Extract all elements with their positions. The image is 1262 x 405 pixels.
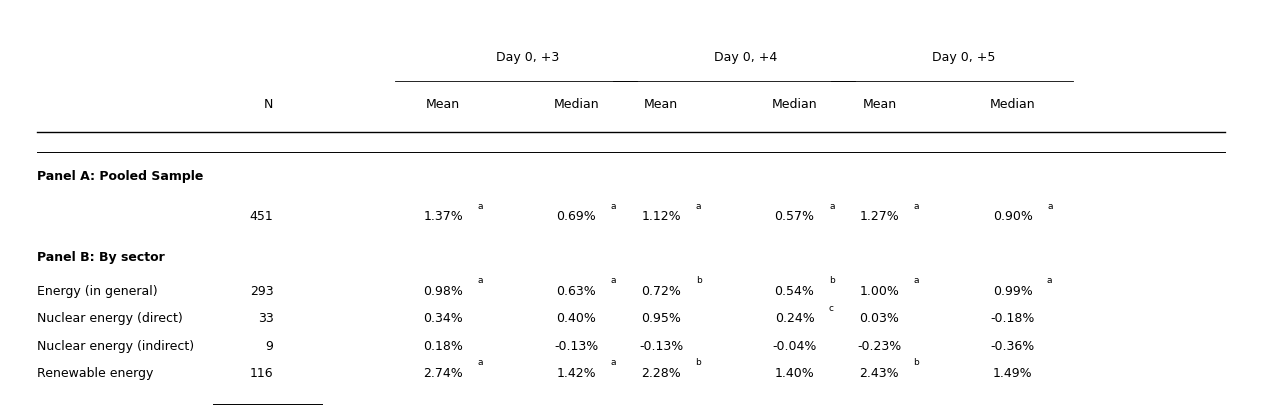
Text: -0.23%: -0.23% [857,340,901,353]
Text: Day 0, +3: Day 0, +3 [496,51,559,64]
Text: 1.37%: 1.37% [423,211,463,224]
Text: b: b [829,276,834,286]
Text: a: a [1047,202,1053,211]
Text: a: a [829,202,834,211]
Text: 0.63%: 0.63% [557,285,597,298]
Text: 0.72%: 0.72% [641,285,681,298]
Text: 2.43%: 2.43% [859,367,899,380]
Text: 0.90%: 0.90% [993,211,1032,224]
Text: 0.95%: 0.95% [641,313,681,326]
Text: a: a [914,276,919,286]
Text: 2.28%: 2.28% [641,367,681,380]
Text: a: a [477,276,483,286]
Text: 0.03%: 0.03% [859,313,900,326]
Text: -0.04%: -0.04% [772,340,817,353]
Text: b: b [914,358,919,367]
Text: a: a [611,202,616,211]
Text: 0.24%: 0.24% [775,313,814,326]
Text: 293: 293 [250,285,274,298]
Text: -0.13%: -0.13% [639,340,684,353]
Text: Mean: Mean [862,98,896,111]
Text: a: a [695,202,700,211]
Text: a: a [611,358,616,367]
Text: Median: Median [554,98,599,111]
Text: -0.18%: -0.18% [991,313,1035,326]
Text: -0.36%: -0.36% [991,340,1035,353]
Text: Mean: Mean [427,98,461,111]
Text: Mean: Mean [644,98,679,111]
Text: 0.69%: 0.69% [557,211,597,224]
Text: a: a [477,358,483,367]
Text: 0.18%: 0.18% [423,340,463,353]
Text: Panel B: By sector: Panel B: By sector [38,251,165,264]
Text: 1.12%: 1.12% [641,211,681,224]
Text: b: b [695,276,702,286]
Text: Day 0, +4: Day 0, +4 [714,51,777,64]
Text: 1.40%: 1.40% [775,367,814,380]
Text: 0.40%: 0.40% [557,313,597,326]
Text: Median: Median [772,98,818,111]
Text: N: N [264,98,274,111]
Text: 0.54%: 0.54% [775,285,814,298]
Text: Energy (in general): Energy (in general) [38,285,158,298]
Text: 0.34%: 0.34% [423,313,463,326]
Text: Panel A: Pooled Sample: Panel A: Pooled Sample [38,170,203,183]
Text: Median: Median [989,98,1035,111]
Text: 116: 116 [250,367,274,380]
Text: -0.13%: -0.13% [554,340,598,353]
Text: 0.98%: 0.98% [423,285,463,298]
Text: 1.27%: 1.27% [859,211,900,224]
Text: 2.74%: 2.74% [423,367,463,380]
Text: 33: 33 [257,313,274,326]
Text: a: a [477,202,483,211]
Text: 1.00%: 1.00% [859,285,900,298]
Text: 451: 451 [250,211,274,224]
Text: Renewable energy: Renewable energy [38,367,154,380]
Text: 1.49%: 1.49% [993,367,1032,380]
Text: b: b [695,358,702,367]
Text: 0.99%: 0.99% [993,285,1032,298]
Text: a: a [611,276,616,286]
Text: Nuclear energy (direct): Nuclear energy (direct) [38,313,183,326]
Text: 9: 9 [266,340,274,353]
Text: 1.42%: 1.42% [557,367,596,380]
Text: Nuclear energy (indirect): Nuclear energy (indirect) [38,340,194,353]
Text: 0.57%: 0.57% [775,211,814,224]
Text: a: a [1047,276,1053,286]
Text: Day 0, +5: Day 0, +5 [933,51,996,64]
Text: c: c [829,304,834,313]
Text: a: a [914,202,919,211]
